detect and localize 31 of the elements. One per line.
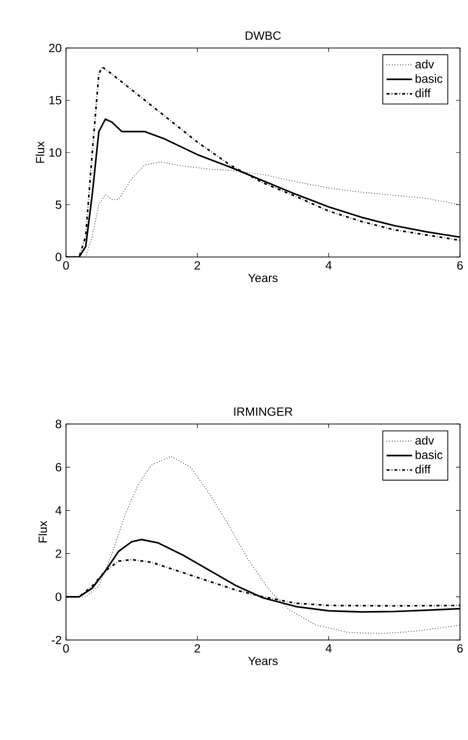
legend-label: adv	[415, 60, 434, 68]
legend-label: basic	[416, 74, 442, 83]
legend-label: diff	[415, 464, 431, 474]
legend-label: diff	[415, 88, 431, 98]
x-tick-label: 6	[457, 261, 463, 270]
y-tick-label: 4	[55, 506, 62, 515]
x-axis-title: Years	[248, 274, 278, 282]
y-tick-label: 20	[49, 44, 62, 52]
y-tick-label: 5	[56, 200, 62, 209]
y-tick-label: 6	[56, 462, 62, 472]
x-tick-label: 0	[63, 644, 69, 653]
x-tick-label: 4	[326, 261, 332, 270]
y-tick-label: 0	[56, 592, 62, 602]
y-tick-label: -2	[52, 636, 62, 644]
x-tick-label: 6	[457, 644, 463, 653]
legend-label: basic	[416, 450, 442, 460]
y-axis-title: Flux	[38, 520, 48, 542]
legend-label: adv	[415, 436, 434, 445]
y-tick-label: 2	[56, 549, 62, 558]
y-tick-label: 8	[56, 420, 62, 428]
x-tick-label: 2	[194, 644, 200, 653]
x-tick-label: 0	[63, 261, 69, 270]
y-tick-label: 10	[49, 148, 62, 157]
x-tick-label: 4	[326, 644, 332, 652]
y-tick-label: 15	[49, 96, 62, 104]
y-tick-label: 0	[56, 252, 62, 262]
y-axis-title: Flux	[36, 141, 44, 163]
chart-title: DWBC	[246, 31, 281, 40]
x-tick-label: 2	[194, 261, 200, 270]
chart-title: IRMINGER	[234, 407, 292, 416]
x-axis-title: Years	[248, 656, 278, 666]
